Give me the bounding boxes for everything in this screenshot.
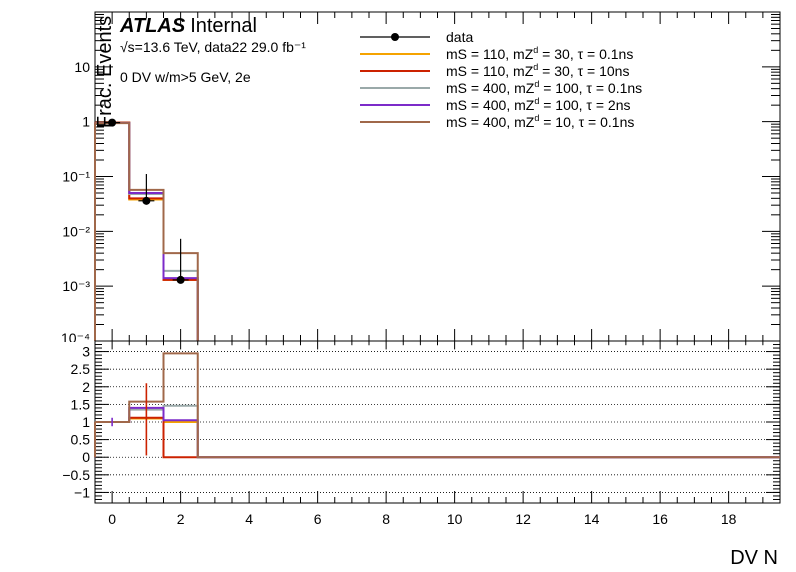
atlas-label: ATLAS Internal <box>119 15 257 37</box>
y-tick-label: 1.5 <box>71 396 91 412</box>
x-tick-label: 12 <box>515 511 531 527</box>
data-point <box>108 118 117 127</box>
legend-data-marker <box>391 33 399 41</box>
legend-label: mS = 110, mZd = 30, τ = 0.1ns <box>446 45 633 62</box>
y-tick-label: 0 <box>82 449 90 465</box>
series-line <box>95 352 780 459</box>
y-tick-label: −0.5 <box>62 467 90 483</box>
x-tick-label: 10 <box>447 511 463 527</box>
y-tick-label: 10⁻³ <box>62 278 90 294</box>
y-tick-label: −1 <box>74 484 90 500</box>
energy-label: √s=13.6 TeV, data22 29.0 fb⁻¹ <box>120 39 306 55</box>
x-tick-label: 2 <box>177 511 185 527</box>
series-line <box>95 121 199 341</box>
x-tick-label: 8 <box>382 511 390 527</box>
y-tick-label: 3 <box>82 344 90 360</box>
y-tick-label: 10⁻¹ <box>62 169 90 185</box>
x-tick-label: 6 <box>314 511 322 527</box>
y-tick-label: 10 <box>74 59 90 75</box>
ratio-y-axis: −1−0.5 00.5 1 1.52 2.53 <box>62 344 780 500</box>
legend-label: mS = 110, mZd = 30, τ = 10ns <box>446 62 629 79</box>
data-point <box>142 196 151 205</box>
ratio-data-points <box>111 383 148 456</box>
series-line <box>95 122 199 341</box>
main-x-axis <box>111 12 764 341</box>
y-tick-label: 1 <box>82 414 90 430</box>
ratio-series <box>94 352 780 459</box>
x-tick-label: 16 <box>652 511 668 527</box>
x-axis-label: DV N <box>730 547 778 569</box>
x-tick-label: 14 <box>584 511 600 527</box>
ratio-panel: −1−0.500.511.522.53 0 2 4 6 8 10 12 14 16 18 <box>62 340 781 527</box>
x-tick-label: 18 <box>721 511 737 527</box>
ratio-x-axis: 0 2 4 6 8 10 12 14 16 18 <box>108 341 764 527</box>
y-tick-label: 2 <box>82 379 90 395</box>
x-tick-label: 0 <box>108 511 116 527</box>
legend-data-label: data <box>446 29 473 45</box>
main-data-points <box>104 118 189 284</box>
y-tick-label: 10⁻² <box>62 223 90 239</box>
legend-label: mS = 400, mZd = 10, τ = 0.1ns <box>446 113 634 130</box>
main-series <box>94 121 199 341</box>
label-clip <box>30 342 94 352</box>
legend-label: mS = 400, mZd = 100, τ = 2ns <box>446 96 630 113</box>
y-tick-label: 1 <box>82 114 90 130</box>
legend-label: mS = 400, mZd = 100, τ = 0.1ns <box>446 79 642 96</box>
x-tick-label: 4 <box>245 511 253 527</box>
data-point <box>176 275 185 284</box>
y-tick-label: 0.5 <box>71 432 91 448</box>
y-axis-label: Frac. Events <box>94 16 116 128</box>
y-tick-label: 2.5 <box>71 361 91 377</box>
selection-label: 0 DV w/m>5 GeV, 2e <box>120 69 251 85</box>
series-line <box>95 121 199 341</box>
